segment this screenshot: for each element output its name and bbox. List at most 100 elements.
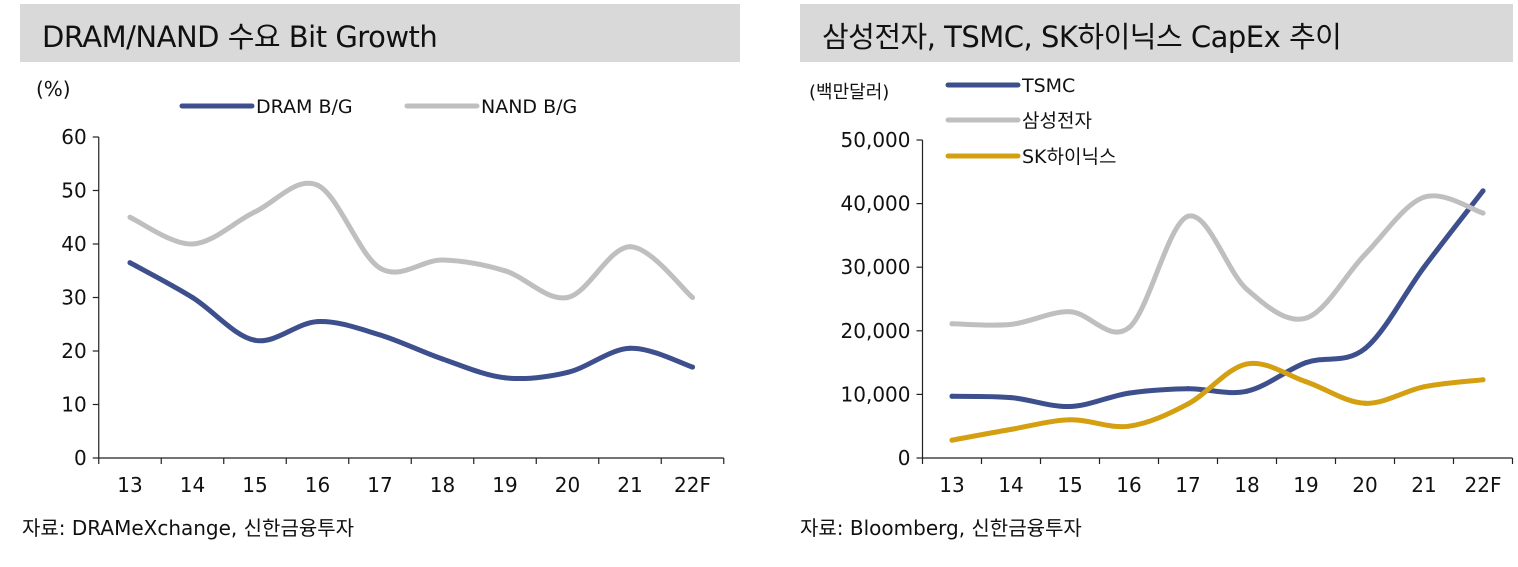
data-point [1008, 426, 1014, 432]
data-point [565, 295, 570, 300]
data-point [1185, 213, 1191, 219]
y-tick-label: 50 [61, 179, 86, 203]
series-line [949, 188, 1486, 410]
y-tick-label: 0 [898, 446, 911, 470]
data-point [127, 214, 133, 220]
x-tick-label: 19 [1293, 473, 1318, 497]
data-point [377, 265, 383, 271]
legend-label: SK하이닉스 [1022, 146, 1116, 168]
data-point [1480, 210, 1486, 216]
data-point [1303, 379, 1309, 385]
legend-label: NAND B/G [481, 96, 577, 118]
chart-panel-dram-nand: DRAM/NAND 수요 Bit Growth (%) 0 10 20 30 40 50 60… [0, 0, 745, 567]
x-tick-label: 14 [998, 473, 1023, 497]
x-tick-label: 18 [1234, 473, 1259, 497]
data-point [949, 393, 955, 399]
series-line [127, 180, 695, 301]
data-point [1480, 188, 1486, 194]
data-point [565, 369, 570, 375]
data-point [1126, 325, 1132, 331]
x-tick-label: 21 [1411, 473, 1436, 497]
data-point [1362, 346, 1368, 352]
x-tick-label: 16 [1116, 473, 1141, 497]
y-tick-label: 30,000 [841, 255, 911, 279]
data-point [1421, 384, 1427, 390]
y-tick-label: 10 [61, 393, 86, 417]
legend-label: 삼성전자 [1022, 110, 1092, 132]
x-tick-label: 14 [180, 473, 205, 497]
data-point [377, 332, 383, 338]
chart-title: DRAM/NAND 수요 Bit Growth [42, 20, 438, 54]
y-tick-label: 10,000 [841, 382, 911, 406]
data-point [627, 345, 633, 351]
data-point [1244, 286, 1250, 292]
data-point [1008, 395, 1014, 401]
data-point [1421, 194, 1427, 200]
series-line [949, 360, 1486, 443]
x-tick-label: 20 [1352, 473, 1377, 497]
y-tick-label: 20,000 [841, 319, 911, 343]
data-point [1126, 390, 1132, 396]
y-tick-label: 60 [61, 125, 86, 149]
data-point [1362, 400, 1368, 406]
data-point [1244, 388, 1250, 394]
y-tick-label: 20 [61, 339, 86, 363]
y-tick-label: 0 [74, 446, 87, 470]
x-tick-label: 21 [617, 473, 642, 497]
data-point [1421, 264, 1427, 270]
data-point [315, 319, 320, 325]
chart-source: 자료: Bloomberg, 신한금융투자 [800, 516, 1082, 540]
data-point [1303, 360, 1309, 366]
data-point [1126, 423, 1132, 429]
data-point [1303, 315, 1309, 321]
data-point [949, 321, 955, 327]
x-tick-label: 15 [242, 473, 267, 497]
data-point [190, 295, 195, 300]
data-point [440, 356, 445, 362]
legend-label: DRAM B/G [256, 96, 353, 118]
x-tick-label: 20 [555, 473, 580, 497]
x-tick-label: 22F [674, 473, 711, 497]
x-tick-label: 22F [1465, 473, 1502, 497]
x-tick-label: 16 [305, 473, 330, 497]
data-point [690, 295, 695, 300]
data-point [502, 375, 508, 381]
data-point [127, 260, 133, 266]
data-point [627, 244, 633, 250]
data-point [502, 268, 508, 274]
chart-title-bar: DRAM/NAND 수요 Bit Growth [20, 4, 740, 62]
data-point [1067, 309, 1073, 315]
legend-label: TSMC [1021, 75, 1075, 97]
data-point [1244, 361, 1250, 367]
chart-panel-capex: 삼성전자, TSMC, SK하이닉스 CapEx 추이 (백만달러) 0 10,00… [795, 0, 1518, 567]
data-point [1480, 377, 1486, 383]
dram-nand-chart: (%) 0 10 20 30 40 50 60 13 14 15 16 17 18 19 20 21 22F DRA… [36, 77, 725, 497]
data-point [190, 241, 195, 247]
data-point [1185, 386, 1191, 392]
series-line [127, 260, 695, 382]
x-tick-label: 17 [1175, 473, 1200, 497]
data-point [1067, 417, 1073, 423]
y-tick-label: 50,000 [841, 128, 911, 152]
y-tick-label: 30 [61, 286, 86, 310]
data-point [1008, 321, 1014, 327]
y-unit-label: (%) [36, 77, 71, 101]
data-point [1067, 403, 1073, 409]
data-point [252, 209, 258, 215]
chart-source: 자료: DRAMeXchange, 신한금융투자 [22, 516, 355, 540]
data-point [1362, 251, 1368, 257]
x-tick-label: 17 [367, 473, 392, 497]
x-tick-label: 19 [492, 473, 517, 497]
x-tick-label: 13 [939, 473, 964, 497]
data-point [1185, 401, 1191, 407]
data-point [440, 257, 445, 263]
data-point [949, 437, 955, 443]
y-tick-label: 40,000 [841, 192, 911, 216]
y-unit-label: (백만달러) [809, 82, 889, 103]
y-tick-label: 40 [61, 232, 86, 256]
chart-title-bar: 삼성전자, TSMC, SK하이닉스 CapEx 추이 [800, 4, 1513, 62]
data-point [690, 364, 695, 370]
x-tick-label: 13 [117, 473, 142, 497]
series-line [949, 193, 1486, 335]
chart-title: 삼성전자, TSMC, SK하이닉스 CapEx 추이 [822, 20, 1342, 54]
